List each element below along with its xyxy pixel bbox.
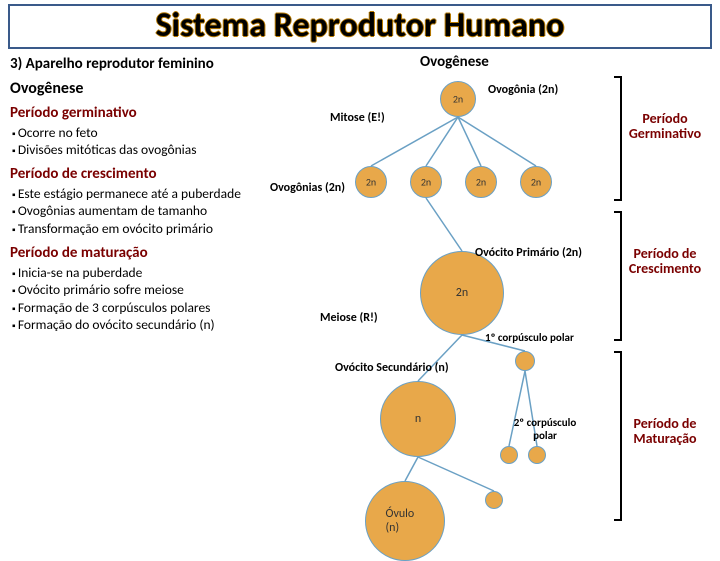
bracket-maturacao [614, 351, 622, 521]
list-item: Transformação em ovócito primário [12, 220, 304, 238]
label-ovogonia: Ovogônia (2n) [488, 83, 558, 97]
cell-polar-2b [528, 446, 546, 464]
period-germinativo-list: Ocorre no feto Divisões mitóticas das ov… [10, 124, 304, 159]
cell-ovogonia-row-1: 2n [410, 166, 442, 198]
period-germinativo-heading: Período germinativo [10, 104, 304, 122]
bracket-crescimento [614, 211, 622, 341]
right-column: Ovogênese 2n2n2n2n2n2nnÓvulo (n) [310, 51, 710, 531]
cell-text: 2n [366, 175, 376, 188]
label-corpusculo1: 1º corpúsculo polar [485, 331, 574, 344]
subtitle: 3) Aparelho reprodutor feminino [10, 55, 304, 73]
cell-ovogonia-row-0: 2n [355, 166, 387, 198]
page-title: Sistema Reprodutor Humano [16, 6, 704, 47]
list-item: Este estágio permanece até a puberdade [12, 185, 304, 203]
label-ovocito-secundario: Ovócito Secundário (n) [335, 361, 449, 375]
cell-ovogonia: 2n [440, 81, 476, 117]
cell-text: Óvulo (n) [386, 507, 425, 535]
side-label-maturacao: Período de Maturação [622, 416, 708, 447]
cell-ovocito-primario: 2n [420, 251, 504, 335]
side-label-crescimento: Período de Crescimento [622, 246, 708, 277]
title-box: Sistema Reprodutor Humano [8, 4, 712, 49]
cell-polar-3 [485, 491, 503, 509]
label-corpusculo2: 2º corpúsculo polar [505, 416, 585, 442]
list-item: Divisões mitóticas das ovogônias [12, 141, 304, 159]
ovogenese-diagram: Ovogênese 2n2n2n2n2n2nnÓvulo (n) [310, 51, 710, 531]
cell-ovocito-secundario: n [380, 381, 456, 457]
cell-text: n [415, 412, 421, 426]
list-item: Inicia-se na puberdade [12, 264, 304, 282]
period-crescimento-heading: Período de crescimento [10, 165, 304, 183]
list-item: Formação de 3 corpúsculos polares [12, 299, 304, 317]
cell-ovogonia-row-2: 2n [465, 166, 497, 198]
label-ovogonias: Ovogônias (2n) [270, 181, 345, 195]
label-ovocito-primario: Ovócito Primário (2n) [475, 246, 582, 260]
cell-ovulo: Óvulo (n) [365, 481, 445, 561]
period-maturacao-heading: Período de maturação [10, 244, 304, 262]
list-item: Ocorre no feto [12, 124, 304, 142]
period-maturacao-list: Inicia-se na puberdade Ovócito primário … [10, 264, 304, 334]
cell-text: 2n [453, 92, 463, 105]
diagram-title: Ovogênese [420, 53, 489, 71]
cell-text: 2n [531, 175, 541, 188]
list-item: Ovogônias aumentam de tamanho [12, 202, 304, 220]
cell-ovogonia-row-3: 2n [520, 166, 552, 198]
left-column: 3) Aparelho reprodutor feminino Ovogênes… [0, 51, 310, 531]
label-meiose: Meiose (R!) [320, 311, 378, 325]
section-heading: Ovogênese [10, 79, 304, 98]
label-mitose: Mitose (E!) [330, 111, 385, 125]
cell-text: 2n [421, 175, 431, 188]
cell-polar-1 [515, 351, 535, 371]
content: 3) Aparelho reprodutor feminino Ovogênes… [0, 51, 720, 531]
bracket-germinativo [614, 76, 622, 201]
cell-text: 2n [476, 175, 486, 188]
cell-polar-2a [500, 446, 518, 464]
list-item: Ovócito primário sofre meiose [12, 281, 304, 299]
side-label-germinativo: Período Germinativo [622, 111, 708, 142]
list-item: Formação do ovócito secundário (n) [12, 316, 304, 334]
period-crescimento-list: Este estágio permanece até a puberdade O… [10, 185, 304, 238]
cell-text: 2n [456, 286, 468, 300]
